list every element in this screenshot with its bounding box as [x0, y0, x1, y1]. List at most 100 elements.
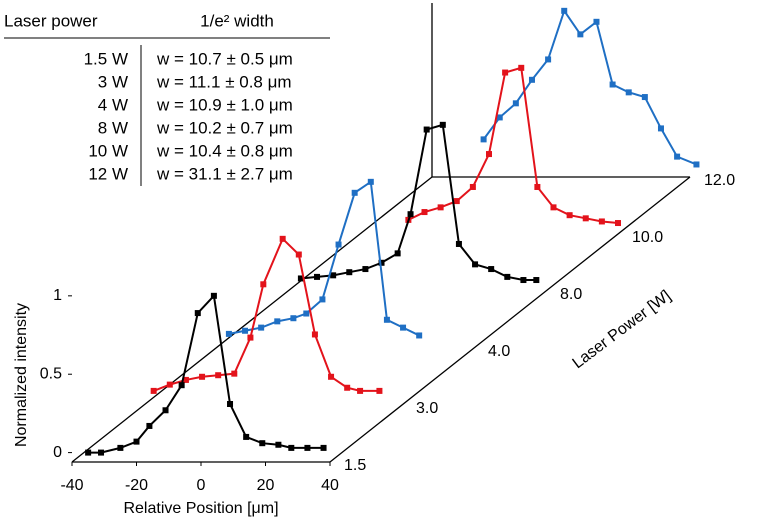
y-tick-label: 0.5 [40, 365, 62, 382]
profile-point [469, 183, 476, 190]
profile-point [657, 125, 664, 132]
profile-point [357, 387, 364, 394]
table-cell: w = 10.2 ± 0.7 μm [156, 118, 293, 137]
table-cell: w = 10.4 ± 0.8 μm [156, 141, 293, 160]
profile-point [227, 401, 234, 407]
profile-point [288, 444, 295, 451]
x-tick-label: -40 [60, 477, 83, 494]
profile-line [88, 293, 324, 454]
profile-point [439, 121, 446, 128]
profile-point [247, 334, 254, 341]
profile-point [593, 18, 600, 25]
profile-line [300, 123, 537, 282]
y-tick-label: 1 [53, 287, 62, 304]
profile-point [488, 266, 495, 273]
profile-point [166, 381, 173, 388]
profile-point [330, 272, 337, 279]
depth-tick-label: 3.0 [416, 400, 438, 417]
depth-tick-label: 8.0 [560, 286, 582, 303]
profile-point [421, 209, 428, 216]
depth-tick-label: 4.0 [488, 343, 510, 360]
profile-point [150, 387, 157, 394]
profile-point [335, 241, 342, 248]
profile-point [146, 422, 153, 429]
table-cell: w = 10.7 ± 0.5 μm [156, 49, 293, 68]
profile-line [482, 8, 697, 166]
table-cell: w = 31.1 ± 2.7 μm [156, 164, 293, 183]
profile-point [615, 220, 621, 227]
floor-edge [71, 176, 433, 463]
profile-point [502, 69, 509, 76]
profile-point [311, 331, 318, 338]
profile-point [693, 161, 700, 168]
profile-point [486, 151, 492, 158]
profile-point [480, 136, 487, 143]
profile-point [383, 316, 390, 323]
profile-point [376, 387, 383, 394]
profile-point [199, 373, 206, 380]
profile-point [641, 94, 648, 101]
profile-point [260, 281, 267, 288]
profile-point [518, 64, 525, 71]
profile-point [394, 250, 401, 257]
table-cell: w = 10.9 ± 1.0 μm [156, 95, 293, 114]
profile-point [512, 100, 519, 107]
profile-point [182, 376, 189, 383]
x-tick-label: 0 [197, 477, 206, 494]
profile-point [295, 251, 302, 258]
profile-point [162, 407, 169, 414]
profile-point [577, 31, 584, 38]
profile-point [314, 273, 321, 280]
profile-point [423, 126, 430, 133]
profile-point [320, 444, 327, 451]
width-table: Laser power 1/e² width 1.5 W w = 10.7 ± 0… [4, 11, 330, 186]
profile-point [400, 324, 407, 331]
profile-point [117, 444, 124, 451]
profile-point [194, 310, 201, 317]
profile-point [98, 449, 105, 456]
profile-point [290, 315, 297, 322]
y-axis-label: Normalized intensity [13, 303, 30, 447]
x-tick-label: 40 [321, 477, 339, 494]
profile-point [344, 384, 351, 391]
profile-point [533, 277, 540, 284]
depth-axis [329, 176, 691, 463]
table-cell: 3 W [98, 72, 128, 91]
table-cell: w = 11.1 ± 0.8 μm [156, 72, 292, 91]
y-tick-label: 0 [53, 444, 62, 461]
profile-point [215, 372, 222, 379]
profile-point [598, 218, 605, 225]
profile-point [582, 215, 589, 222]
table-header: Laser power [4, 11, 98, 30]
depth-tick-label: 12.0 [704, 172, 735, 189]
profile-point [351, 189, 358, 196]
profile-point [328, 373, 335, 380]
profile-point [520, 277, 527, 284]
profile-point [133, 438, 140, 445]
profile-point [625, 89, 632, 96]
x-tick-label: -20 [125, 477, 148, 494]
table-cell: 8 W [98, 118, 128, 137]
profile-point [550, 204, 557, 211]
profile-point [561, 7, 568, 14]
x-tick-label: 20 [257, 477, 275, 494]
profile-point [378, 259, 385, 266]
profile-point [274, 318, 281, 325]
profile-point [367, 178, 374, 185]
profile-line [153, 237, 380, 392]
table-cell: 1.5 W [84, 49, 128, 68]
profile-line [407, 66, 619, 225]
profile-point [279, 235, 286, 242]
profile-point [453, 198, 460, 205]
profile-point [225, 330, 232, 337]
profile-point [259, 440, 266, 447]
table-cell: 12 W [88, 164, 128, 183]
profile-point [231, 370, 238, 377]
table-header: 1/e² width [200, 11, 274, 30]
table-cell: 10 W [88, 141, 128, 160]
profile-point [243, 433, 250, 440]
profile-point [303, 310, 310, 317]
profile-point [178, 382, 185, 389]
profile-point [346, 269, 353, 276]
